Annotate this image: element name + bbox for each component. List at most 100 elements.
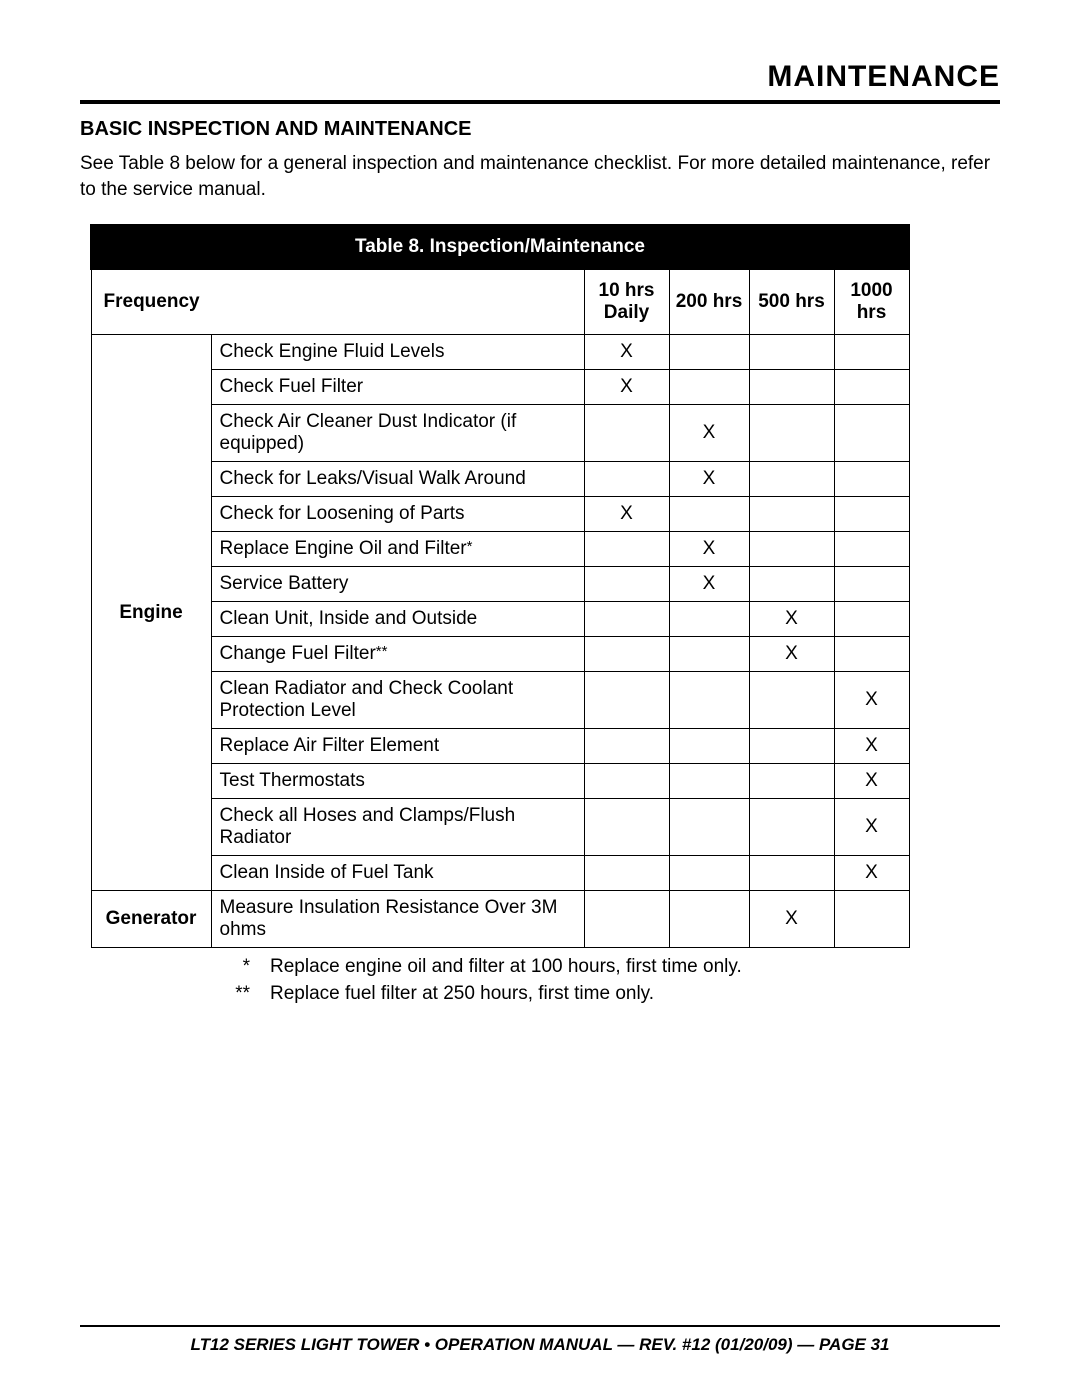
table-row: Clean Unit, Inside and Outside X <box>91 602 909 637</box>
mark-cell <box>584 672 669 729</box>
mark-cell <box>834 335 909 370</box>
table-row: Replace Engine Oil and Filter* X <box>91 532 909 567</box>
col-500hrs: 500 hrs <box>749 269 834 335</box>
table-row: Check all Hoses and Clamps/Flush Radiato… <box>91 799 909 856</box>
table-row: Replace Air Filter Element X <box>91 729 909 764</box>
col-frequency: Frequency <box>91 269 584 335</box>
mark-cell <box>584 637 669 672</box>
item-cell: Check for Leaks/Visual Walk Around <box>211 462 584 497</box>
table-row: Check Fuel FilterX <box>91 370 909 405</box>
mark-cell <box>834 370 909 405</box>
item-cell: Clean Inside of Fuel Tank <box>211 856 584 891</box>
footer-rule <box>80 1325 1000 1327</box>
mark-cell <box>584 729 669 764</box>
mark-cell <box>749 335 834 370</box>
col-1000hrs: 1000 hrs <box>834 269 909 335</box>
mark-cell: X <box>834 729 909 764</box>
col-200hrs: 200 hrs <box>669 269 749 335</box>
col-10hrs: 10 hrs Daily <box>584 269 669 335</box>
mark-cell: X <box>834 764 909 799</box>
mark-cell <box>669 335 749 370</box>
maintenance-table: Table 8. Inspection/Maintenance Frequenc… <box>90 224 910 948</box>
mark-cell: X <box>584 335 669 370</box>
mark-cell <box>584 462 669 497</box>
mark-cell <box>669 799 749 856</box>
item-cell: Check Fuel Filter <box>211 370 584 405</box>
mark-cell <box>834 602 909 637</box>
mark-cell <box>749 856 834 891</box>
table-row: Clean Radiator and Check Coolant Protect… <box>91 672 909 729</box>
mark-cell <box>584 567 669 602</box>
mark-cell <box>584 764 669 799</box>
footnote-symbol: * <box>220 954 250 981</box>
item-cell: Check for Loosening of Parts <box>211 497 584 532</box>
mark-cell <box>669 602 749 637</box>
mark-cell: X <box>749 602 834 637</box>
mark-cell <box>669 672 749 729</box>
mark-cell <box>749 532 834 567</box>
mark-cell <box>669 370 749 405</box>
mark-cell: X <box>834 672 909 729</box>
mark-cell <box>669 729 749 764</box>
mark-cell <box>584 856 669 891</box>
table-title-row: Table 8. Inspection/Maintenance <box>91 225 909 269</box>
table-row: Change Fuel Filter** X <box>91 637 909 672</box>
mark-cell: X <box>749 637 834 672</box>
item-cell: Check all Hoses and Clamps/Flush Radiato… <box>211 799 584 856</box>
item-cell: Service Battery <box>211 567 584 602</box>
mark-cell: X <box>669 405 749 462</box>
item-cell: Replace Air Filter Element <box>211 729 584 764</box>
mark-cell: X <box>584 370 669 405</box>
mark-cell <box>834 567 909 602</box>
category-cell: Engine <box>91 335 211 891</box>
mark-cell <box>749 567 834 602</box>
footnote-marker: ** <box>376 643 388 660</box>
item-cell: Test Thermostats <box>211 764 584 799</box>
page: MAINTENANCE BASIC INSPECTION AND MAINTEN… <box>0 0 1080 1397</box>
mark-cell <box>749 462 834 497</box>
mark-cell <box>669 891 749 948</box>
mark-cell <box>834 637 909 672</box>
mark-cell <box>749 799 834 856</box>
mark-cell <box>669 637 749 672</box>
table-row: Check for Loosening of PartsX <box>91 497 909 532</box>
footnote-symbol: ** <box>220 981 250 1008</box>
mark-cell <box>749 764 834 799</box>
table-title: Table 8. Inspection/Maintenance <box>91 225 909 269</box>
item-cell: Clean Unit, Inside and Outside <box>211 602 584 637</box>
mark-cell <box>749 672 834 729</box>
table-row: Check for Leaks/Visual Walk Around X <box>91 462 909 497</box>
footnote-text: Replace fuel ﬁlter at 250 hours, ﬁrst ti… <box>270 981 654 1008</box>
mark-cell <box>834 462 909 497</box>
footnote-row: ** Replace fuel ﬁlter at 250 hours, ﬁrst … <box>220 981 910 1008</box>
table-row: GeneratorMeasure Insulation Resistance O… <box>91 891 909 948</box>
intro-paragraph: See Table 8 below for a general inspecti… <box>80 151 1000 202</box>
category-cell: Generator <box>91 891 211 948</box>
mark-cell: X <box>749 891 834 948</box>
section-rule <box>80 100 1000 104</box>
subheading: BASIC INSPECTION AND MAINTENANCE <box>80 118 1000 141</box>
maintenance-table-wrap: Table 8. Inspection/Maintenance Frequenc… <box>90 224 910 1007</box>
mark-cell: X <box>669 462 749 497</box>
mark-cell <box>834 497 909 532</box>
item-cell: Measure Insulation Resistance Over 3M oh… <box>211 891 584 948</box>
mark-cell: X <box>834 856 909 891</box>
mark-cell <box>584 602 669 637</box>
mark-cell <box>834 891 909 948</box>
item-cell: Change Fuel Filter** <box>211 637 584 672</box>
mark-cell: X <box>834 799 909 856</box>
footnote-text: Replace engine oil and ﬁlter at 100 hour… <box>270 954 742 981</box>
table-header-row: Frequency 10 hrs Daily 200 hrs 500 hrs 1… <box>91 269 909 335</box>
item-cell: Check Air Cleaner Dust Indicator (if equ… <box>211 405 584 462</box>
mark-cell <box>749 370 834 405</box>
item-cell: Replace Engine Oil and Filter* <box>211 532 584 567</box>
table-row: Check Air Cleaner Dust Indicator (if equ… <box>91 405 909 462</box>
mark-cell <box>749 497 834 532</box>
mark-cell <box>669 497 749 532</box>
mark-cell <box>584 891 669 948</box>
table-row: Test Thermostats X <box>91 764 909 799</box>
mark-cell <box>834 532 909 567</box>
mark-cell <box>749 405 834 462</box>
footnote-marker: * <box>467 538 473 555</box>
mark-cell: X <box>669 532 749 567</box>
